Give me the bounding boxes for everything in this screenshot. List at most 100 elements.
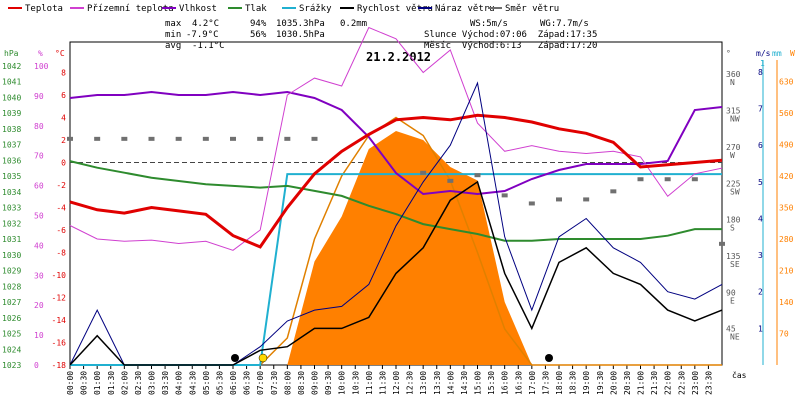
time-tick-label: 05:30 bbox=[215, 371, 224, 395]
time-tick-label: 21:00 bbox=[637, 371, 646, 395]
deg-tick-label: 180 bbox=[726, 216, 741, 225]
time-tick-label: 12:00 bbox=[392, 371, 401, 395]
pct-tick-label: 80 bbox=[34, 122, 44, 131]
time-tick-label: 01:30 bbox=[107, 371, 116, 395]
hpa-tick-label: 1032 bbox=[2, 219, 21, 228]
wind-direction-point bbox=[719, 241, 725, 246]
deg-tick-label: 270 bbox=[726, 143, 741, 152]
hpa-tick-label: 1039 bbox=[2, 109, 21, 118]
c-tick-label: 2 bbox=[61, 136, 66, 145]
chart-date: 21.2.2012 bbox=[366, 50, 431, 64]
stat-min-temp: -7.9°C bbox=[186, 30, 219, 40]
hpa-tick-label: 1041 bbox=[2, 78, 21, 87]
wind-direction-point bbox=[664, 177, 671, 182]
time-tick-label: 09:30 bbox=[324, 371, 333, 395]
time-tick-label: 12:30 bbox=[406, 371, 415, 395]
time-tick-label: 17:00 bbox=[528, 371, 537, 395]
stat-sun: Slunce Východ:07:06 Západ:17:35 bbox=[424, 30, 597, 40]
stat-wg: WG:7.7m/s bbox=[540, 19, 589, 29]
wind-direction-point bbox=[175, 136, 182, 141]
w-tick-label: 350 bbox=[779, 204, 794, 213]
w-unit: W bbox=[790, 49, 795, 58]
wind-direction-point bbox=[556, 197, 562, 202]
pct-tick-label: 10 bbox=[34, 331, 44, 340]
pct-tick-label: 90 bbox=[34, 92, 44, 101]
time-tick-label: 07:00 bbox=[256, 371, 265, 395]
time-tick-label: 19:00 bbox=[582, 371, 591, 395]
wind-direction-point bbox=[121, 136, 128, 141]
series-humidity bbox=[69, 90, 723, 196]
time-tick-label: 19:30 bbox=[596, 371, 605, 395]
c-tick-label: -2 bbox=[56, 181, 66, 190]
sunrise-icon bbox=[258, 353, 268, 363]
stat-min-label: min bbox=[165, 30, 181, 40]
legend-label: Přízemní teplota bbox=[87, 4, 174, 14]
pct-tick-label: 50 bbox=[34, 212, 44, 221]
time-tick-label: 06:30 bbox=[243, 371, 252, 395]
hpa-tick-label: 1034 bbox=[2, 188, 21, 197]
hpa-tick-label: 1037 bbox=[2, 141, 21, 150]
time-tick-label: 16:00 bbox=[501, 371, 510, 395]
c-tick-label: 4 bbox=[61, 114, 66, 123]
time-tick-label: 18:00 bbox=[555, 371, 564, 395]
time-tick-label: 08:00 bbox=[283, 371, 292, 395]
pct-tick-label: 70 bbox=[34, 152, 44, 161]
series-radiation-area bbox=[70, 131, 722, 365]
deg-tick-label: 90 bbox=[726, 288, 736, 297]
time-tick-label: 15:30 bbox=[487, 371, 496, 395]
pct-tick-label: 40 bbox=[34, 241, 44, 250]
time-tick-label: 07:30 bbox=[270, 371, 279, 395]
w-tick-label: 560 bbox=[779, 109, 794, 118]
time-tick-label: 23:00 bbox=[691, 371, 700, 395]
w-tick-label: 70 bbox=[779, 330, 789, 339]
wind-direction-point bbox=[583, 197, 590, 202]
pct-tick-label: 100 bbox=[34, 62, 49, 71]
deg-unit: ° bbox=[726, 49, 731, 58]
series-ground-temperature bbox=[69, 26, 723, 251]
time-tick-label: 13:00 bbox=[419, 371, 428, 395]
c-unit: °C bbox=[55, 49, 65, 58]
wind-direction-point bbox=[420, 170, 427, 175]
wind-direction-point bbox=[528, 201, 535, 206]
ms-tick-label: 8 bbox=[758, 68, 763, 77]
ms-tick-label: 6 bbox=[758, 141, 763, 150]
c-tick-label: -4 bbox=[56, 204, 66, 213]
dir-tick-label: S bbox=[730, 224, 735, 233]
legend: Teplota Přízemní teplota Vlhkost Tlak Srážky… bbox=[8, 4, 559, 14]
wind-direction-point bbox=[474, 173, 481, 178]
stat-max-temp: 4.2°C bbox=[192, 19, 219, 29]
dir-tick-label: NE bbox=[730, 333, 740, 342]
stat-rain: 0.2mm bbox=[340, 19, 367, 29]
hpa-tick-label: 1023 bbox=[2, 361, 21, 370]
stat-min-hum: 56% bbox=[250, 30, 267, 40]
time-tick-label: 01:00 bbox=[93, 371, 102, 395]
dir-tick-label: E bbox=[730, 296, 735, 305]
time-tick-label: 02:00 bbox=[120, 371, 129, 395]
c-tick-label: -16 bbox=[52, 339, 67, 348]
legend-label: Teplota bbox=[25, 4, 63, 14]
dir-tick-label: SE bbox=[730, 260, 740, 269]
wind-direction-point bbox=[610, 189, 617, 194]
time-tick-label: 22:30 bbox=[677, 371, 686, 395]
stat-ws: WS:5m/s bbox=[470, 19, 508, 29]
time-tick-label: 00:00 bbox=[66, 371, 75, 395]
c-tick-label: -8 bbox=[56, 249, 66, 258]
hpa-tick-label: 1029 bbox=[2, 267, 21, 276]
wind-direction-point bbox=[148, 136, 155, 141]
hpa-tick-label: 1040 bbox=[2, 93, 21, 102]
pct-tick-label: 30 bbox=[34, 271, 44, 280]
c-tick-label: -10 bbox=[52, 271, 67, 280]
pct-unit: % bbox=[38, 49, 43, 58]
plot-area bbox=[67, 26, 725, 366]
pct-tick-label: 20 bbox=[34, 301, 44, 310]
time-tick-label: 10:00 bbox=[338, 371, 347, 395]
time-tick-label: 15:00 bbox=[474, 371, 483, 395]
time-tick-label: 17:30 bbox=[541, 371, 550, 395]
ms-tick-label: 3 bbox=[758, 251, 763, 260]
ms-tick-label: 2 bbox=[758, 288, 763, 297]
series-temperature bbox=[69, 113, 723, 249]
w-tick-label: 630 bbox=[779, 78, 794, 87]
hpa-tick-label: 1036 bbox=[2, 156, 21, 165]
stat-max-hum: 94% bbox=[250, 19, 267, 29]
hpa-tick-label: 1028 bbox=[2, 282, 21, 291]
